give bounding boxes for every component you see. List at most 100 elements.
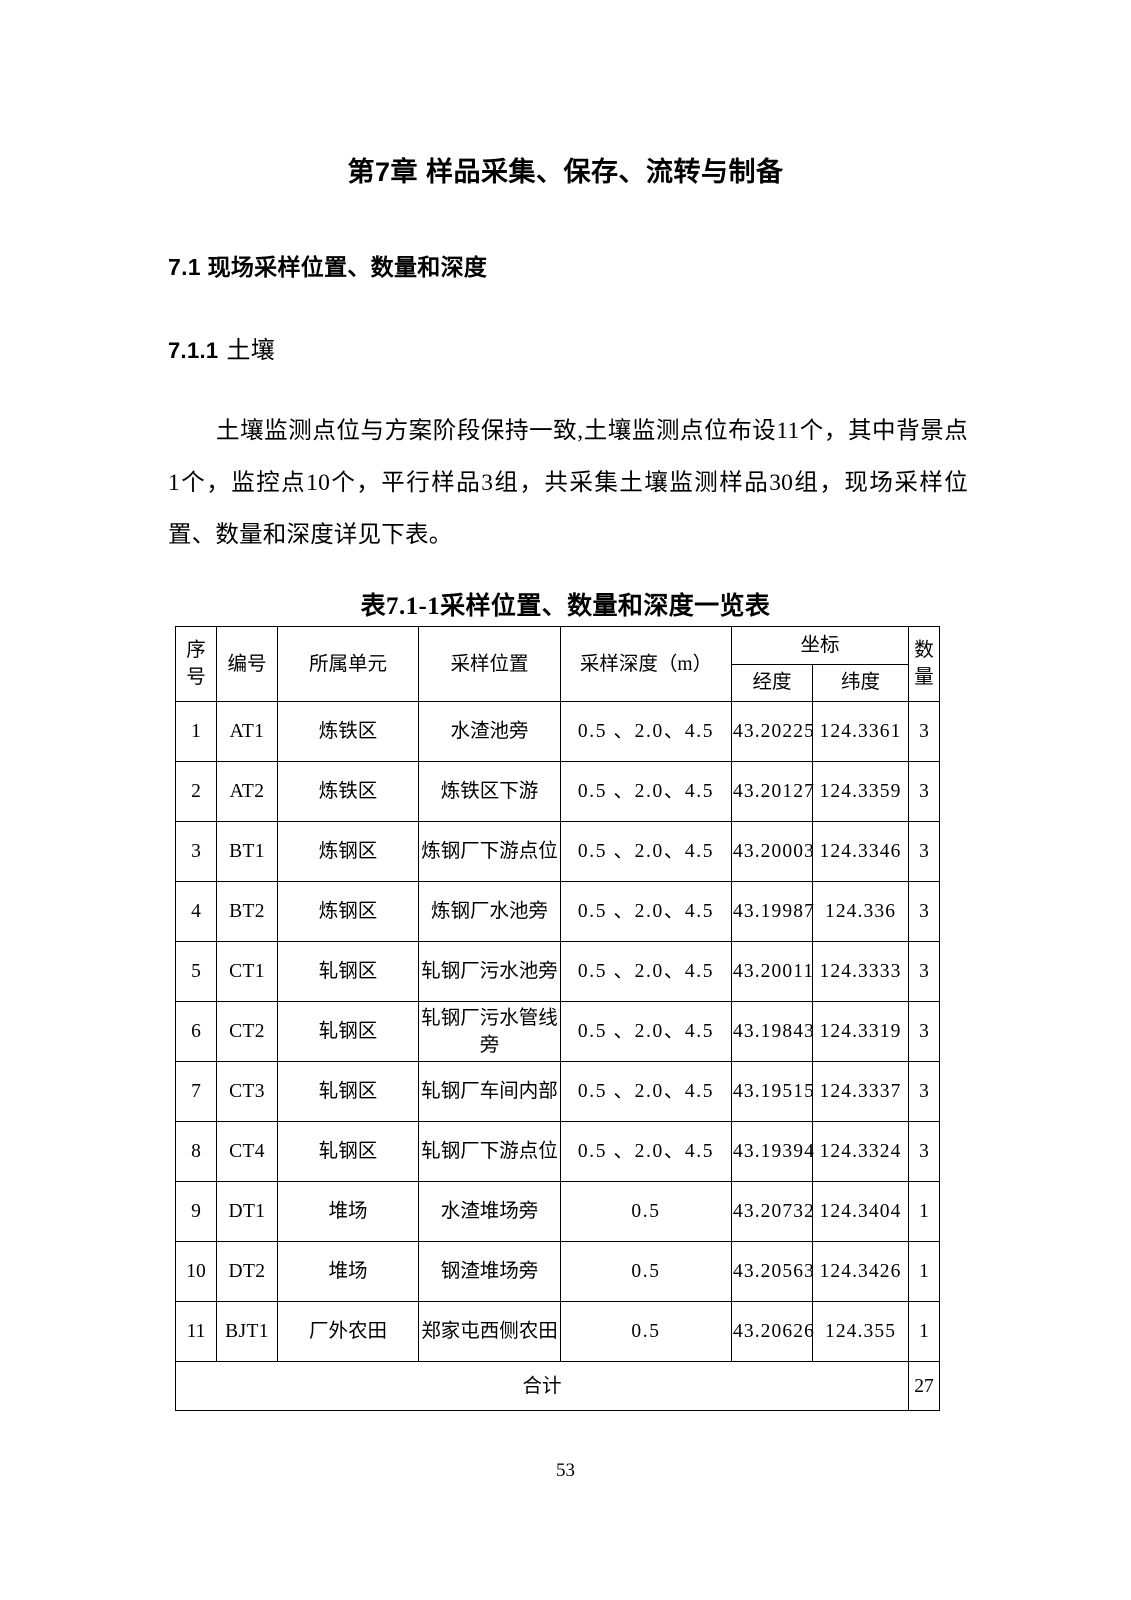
table-row: 6 CT2 轧钢区 轧钢厂污水管线旁 0.5 、2.0、4.5 43.19843… xyxy=(175,1001,941,1062)
cell-seq: 9 xyxy=(175,1181,217,1242)
cell-quantity: 3 xyxy=(908,1061,941,1122)
cell-unit: 厂外农田 xyxy=(277,1301,419,1362)
cell-seq: 3 xyxy=(175,821,217,882)
table-total-row: 合计 27 xyxy=(174,1361,941,1411)
col-header-longitude: 经度 xyxy=(731,663,813,702)
cell-latitude: 124.336 xyxy=(811,881,910,942)
cell-code: AT1 xyxy=(216,701,278,762)
cell-unit: 轧钢区 xyxy=(277,941,419,1002)
cell-longitude: 43.20732 xyxy=(731,1181,814,1242)
section-heading-7-1: 7.1 现场采样位置、数量和深度 xyxy=(168,254,488,280)
cell-quantity: 3 xyxy=(908,821,941,882)
cell-location: 轧钢厂车间内部 xyxy=(418,1061,561,1122)
table-header-row-1: 序号 编号 所属单元 采样位置 采样深度（m） 坐标 数量 xyxy=(175,626,941,702)
cell-location: 郑家屯西侧农田 xyxy=(418,1301,561,1362)
table-row: 11 BJT1 厂外农田 郑家屯西侧农田 0.5 43.20626 124.35… xyxy=(175,1301,941,1362)
table-row: 2 AT2 炼铁区 炼铁区下游 0.5 、2.0、4.5 43.20127 12… xyxy=(175,761,941,822)
cell-latitude: 124.3361 xyxy=(811,701,910,762)
cell-depth: 0.5 xyxy=(560,1301,732,1362)
cell-depth: 0.5 、2.0、4.5 xyxy=(560,701,732,762)
cell-code: DT1 xyxy=(216,1181,278,1242)
cell-code: BT2 xyxy=(216,881,278,942)
cell-depth: 0.5 、2.0、4.5 xyxy=(560,821,732,882)
table-row: 10 DT2 堆场 钢渣堆场旁 0.5 43.20563 124.3426 1 xyxy=(175,1241,941,1302)
chapter-title: 第7章 样品采集、保存、流转与制备 xyxy=(347,157,784,187)
cell-code: AT2 xyxy=(216,761,278,822)
cell-depth: 0.5 、2.0、4.5 xyxy=(560,1061,732,1122)
cell-quantity: 3 xyxy=(908,941,941,1002)
col-header-quantity: 数量 xyxy=(908,626,941,702)
sampling-table-container: 序号 编号 所属单元 采样位置 采样深度（m） 坐标 数量 经度 纬度 1 AT… xyxy=(174,626,941,1411)
page-number: 53 xyxy=(556,1460,575,1481)
cell-longitude: 43.20225 xyxy=(731,701,814,762)
cell-unit: 堆场 xyxy=(277,1241,419,1302)
cell-longitude: 43.20011 xyxy=(731,941,813,1002)
cell-code: CT1 xyxy=(216,941,278,1002)
cell-unit: 炼铁区 xyxy=(277,701,419,762)
cell-longitude: 43.19394 xyxy=(731,1121,814,1182)
cell-code: CT3 xyxy=(216,1061,278,1122)
cell-quantity: 1 xyxy=(908,1181,941,1242)
cell-quantity: 3 xyxy=(908,881,941,942)
col-header-location: 采样位置 xyxy=(418,626,561,702)
cell-seq: 4 xyxy=(175,881,217,942)
body-paragraph: 土壤监测点位与方案阶段保持一致,土壤监测点位布设11个，其中背景点1个，监控点1… xyxy=(168,418,968,548)
cell-latitude: 124.3324 xyxy=(811,1121,910,1182)
cell-longitude: 43.19515 xyxy=(731,1061,814,1122)
table-row: 9 DT1 堆场 水渣堆场旁 0.5 43.20732 124.3404 1 xyxy=(175,1181,941,1242)
cell-quantity: 1 xyxy=(908,1301,941,1362)
cell-location: 炼钢厂水池旁 xyxy=(418,881,561,942)
cell-depth: 0.5 、2.0、4.5 xyxy=(560,941,732,1002)
table-row: 8 CT4 轧钢区 轧钢厂下游点位 0.5 、2.0、4.5 43.19394 … xyxy=(175,1121,941,1182)
col-header-depth: 采样深度（m） xyxy=(560,626,732,702)
cell-seq: 5 xyxy=(175,941,217,1002)
cell-latitude: 124.355 xyxy=(811,1301,910,1362)
table-header: 序号 编号 所属单元 采样位置 采样深度（m） 坐标 数量 经度 纬度 xyxy=(175,626,941,702)
cell-quantity: 3 xyxy=(908,701,941,762)
cell-unit: 轧钢区 xyxy=(277,1061,419,1122)
cell-seq: 2 xyxy=(175,761,217,822)
col-header-latitude: 纬度 xyxy=(811,663,910,702)
cell-seq: 7 xyxy=(175,1061,217,1122)
cell-latitude: 124.3333 xyxy=(811,941,910,1002)
table-row: 5 CT1 轧钢区 轧钢厂污水池旁 0.5 、2.0、4.5 43.20011 … xyxy=(175,941,941,1002)
table-caption: 表7.1-1采样位置、数量和深度一览表 xyxy=(360,593,771,620)
col-header-seq: 序号 xyxy=(175,626,217,702)
cell-depth: 0.5 xyxy=(560,1241,732,1302)
cell-unit: 炼钢区 xyxy=(277,821,419,882)
cell-seq: 6 xyxy=(175,1001,217,1062)
cell-seq: 11 xyxy=(175,1301,217,1362)
cell-depth: 0.5 xyxy=(560,1181,732,1242)
col-header-unit: 所属单元 xyxy=(277,626,419,702)
cell-longitude: 43.19843 xyxy=(731,1001,814,1062)
cell-quantity: 3 xyxy=(908,1001,941,1062)
cell-quantity: 1 xyxy=(908,1241,941,1302)
table-row: 3 BT1 炼钢区 炼钢厂下游点位 0.5 、2.0、4.5 43.20003 … xyxy=(175,821,941,882)
cell-latitude: 124.3426 xyxy=(811,1241,910,1302)
cell-unit: 轧钢区 xyxy=(277,1001,419,1062)
cell-seq: 1 xyxy=(175,701,217,762)
cell-latitude: 124.3404 xyxy=(811,1181,910,1242)
cell-location: 水渣堆场旁 xyxy=(418,1181,561,1242)
cell-location: 钢渣堆场旁 xyxy=(418,1241,561,1302)
cell-unit: 轧钢区 xyxy=(277,1121,419,1182)
section-heading-7-1-1: 7.1.1 土壤 xyxy=(168,330,275,365)
total-quantity: 27 xyxy=(908,1361,941,1411)
cell-unit: 堆场 xyxy=(277,1181,419,1242)
cell-longitude: 43.20003 xyxy=(731,821,814,882)
cell-seq: 10 xyxy=(175,1241,217,1302)
cell-seq: 8 xyxy=(175,1121,217,1182)
cell-location: 轧钢厂污水池旁 xyxy=(418,941,561,1002)
cell-code: CT2 xyxy=(216,1001,278,1062)
cell-latitude: 124.3359 xyxy=(811,761,910,822)
section-heading-7-1-1-number: 7.1.1 xyxy=(168,338,219,363)
cell-depth: 0.5 、2.0、4.5 xyxy=(560,881,732,942)
cell-latitude: 124.3337 xyxy=(811,1061,910,1122)
cell-latitude: 124.3346 xyxy=(811,821,910,882)
cell-quantity: 3 xyxy=(908,1121,941,1182)
sampling-table: 序号 编号 所属单元 采样位置 采样深度（m） 坐标 数量 经度 纬度 1 AT… xyxy=(174,626,941,1411)
cell-code: DT2 xyxy=(216,1241,278,1302)
cell-location: 炼钢厂下游点位 xyxy=(418,821,561,882)
cell-longitude: 43.20563 xyxy=(731,1241,814,1302)
table-body: 1 AT1 炼铁区 水渣池旁 0.5 、2.0、4.5 43.20225 124… xyxy=(174,701,941,1411)
